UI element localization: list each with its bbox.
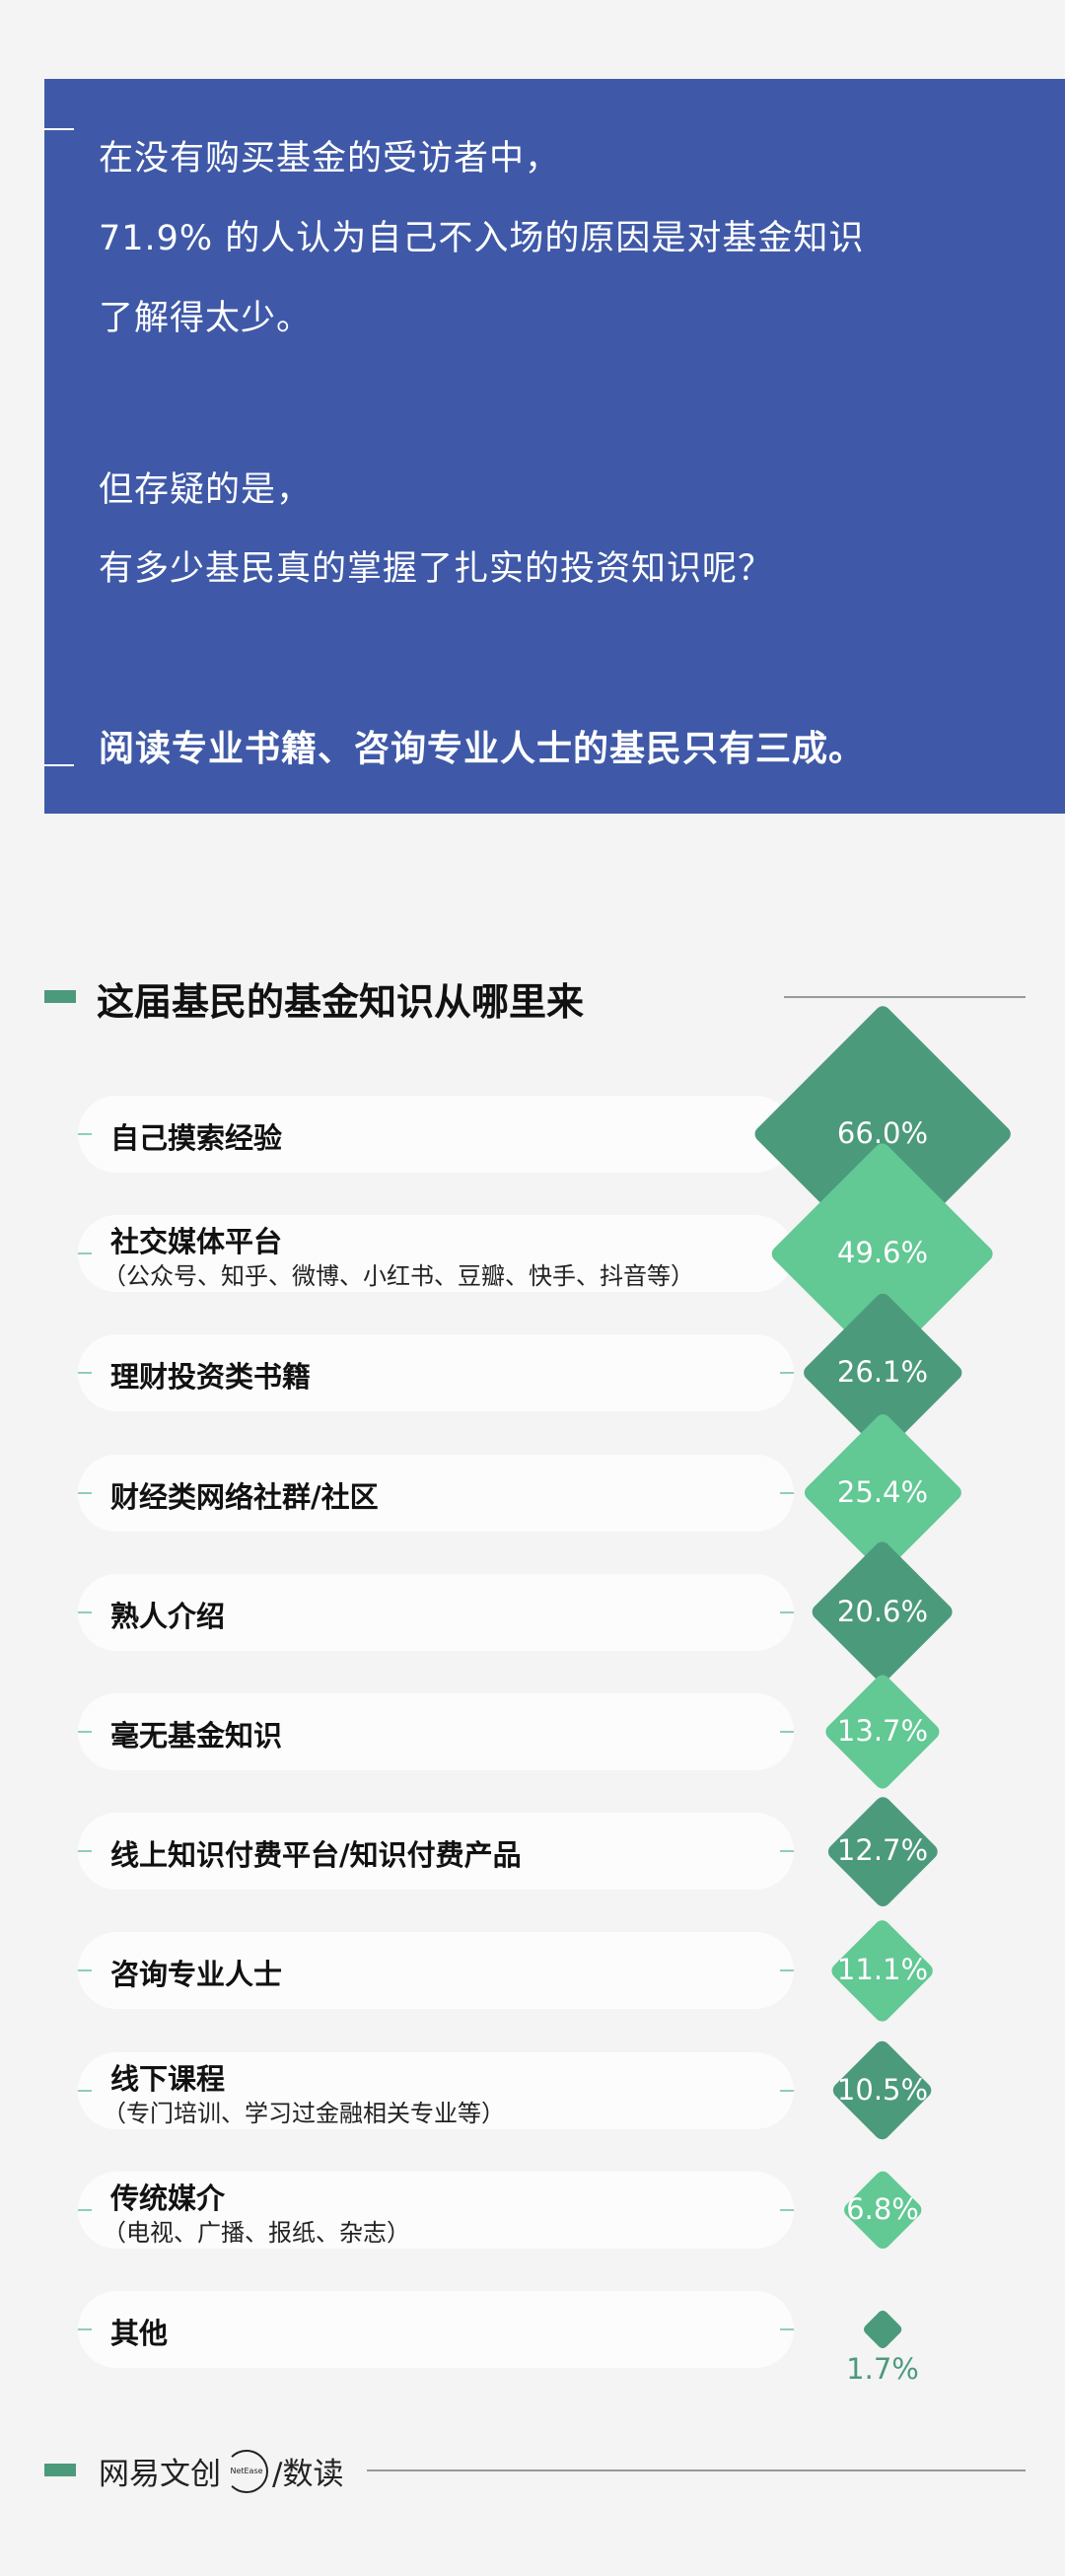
category-label: 其他	[110, 2317, 169, 2350]
row-tick	[780, 1731, 794, 1733]
category-label: 咨询专业人士	[110, 1958, 283, 1992]
value-label: 13.7%	[836, 1714, 929, 1748]
row-tick	[780, 2328, 794, 2330]
category-row: 咨询专业人士	[78, 1932, 794, 2010]
category-label: 财经类网络社群/社区	[110, 1479, 379, 1514]
intro-line: 了解得太少。	[99, 299, 313, 338]
category-row: 社交媒体平台 （公众号、知乎、微博、小红书、豆瓣、快手、抖音等）	[78, 1215, 794, 1293]
row-tick	[78, 2208, 92, 2211]
value-label: 6.8%	[846, 2191, 919, 2226]
netease-logo-icon: NetEase	[225, 2449, 268, 2493]
section-name: /数读	[272, 2457, 344, 2492]
category-row: 财经类网络社群/社区	[78, 1454, 794, 1532]
intro-line: 在没有购买基金的受访者中，	[99, 139, 561, 179]
row-tick	[780, 1969, 794, 1972]
row-tick	[780, 2208, 794, 2211]
heading-marker	[44, 990, 76, 1003]
row-tick	[78, 1252, 92, 1255]
row-tick	[78, 1133, 92, 1135]
row-tick	[780, 2089, 794, 2092]
intro-highlight: 阅读专业书籍、咨询专业人士的基民只有三成。	[99, 729, 866, 769]
brand-name: 网易文创	[99, 2457, 221, 2492]
category-sublabel: （电视、广播、报纸、杂志）	[103, 2218, 410, 2247]
category-sublabel: （公众号、知乎、微博、小红书、豆瓣、快手、抖音等）	[103, 1262, 694, 1291]
row-tick	[78, 1491, 92, 1494]
category-label: 传统媒介	[110, 2181, 226, 2215]
intro-panel: 在没有购买基金的受访者中， 71.9% 的人认为自己不入场的原因是对基金知识 了…	[44, 79, 1065, 814]
value-label: 11.1%	[836, 1953, 929, 1987]
value-label: 10.5%	[836, 2072, 929, 2107]
category-label: 线下课程	[110, 2061, 226, 2096]
row-tick	[78, 2328, 92, 2330]
category-row: 线下课程 （专门培训、学习过金融相关专业等）	[78, 2051, 794, 2129]
row-tick	[78, 1850, 92, 1853]
category-row: 熟人介绍	[78, 1573, 794, 1651]
row-tick	[780, 1491, 794, 1494]
value-label: 25.4%	[836, 1474, 929, 1509]
chart-title: 这届基民的基金知识从哪里来	[97, 980, 585, 1024]
intro-line: 有多少基民真的掌握了扎实的投资知识呢？	[99, 549, 774, 589]
category-label: 熟人介绍	[110, 1599, 226, 1633]
row-tick	[78, 1372, 92, 1375]
category-label: 毫无基金知识	[110, 1719, 283, 1753]
category-row: 传统媒介 （电视、广播、报纸、杂志）	[78, 2171, 794, 2249]
corner-tick	[44, 764, 74, 766]
footer-marker	[44, 2464, 76, 2476]
row-tick	[78, 1731, 92, 1733]
value-diamond	[861, 2308, 904, 2351]
value-label: 26.1%	[836, 1355, 929, 1390]
category-row: 线上知识付费平台/知识付费产品	[78, 1813, 794, 1891]
intro-line: 71.9% 的人认为自己不入场的原因是对基金知识	[99, 219, 865, 258]
intro-line: 但存疑的是，	[99, 470, 313, 510]
row-tick	[78, 1610, 92, 1613]
heading-divider	[784, 996, 1026, 998]
footer-logo: 网易文创 NetEase /数读	[99, 2449, 343, 2493]
category-label: 理财投资类书籍	[110, 1360, 312, 1395]
category-row: 其他	[78, 2291, 794, 2368]
category-label: 自己摸索经验	[110, 1121, 283, 1155]
row-tick	[780, 1850, 794, 1853]
corner-tick	[44, 128, 74, 130]
row-tick	[780, 1372, 794, 1375]
category-sublabel: （专门培训、学习过金融相关专业等）	[103, 2099, 505, 2127]
row-tick	[78, 1969, 92, 1972]
value-label: 49.6%	[836, 1236, 929, 1270]
footer-divider	[367, 2469, 1026, 2471]
category-row: 自己摸索经验	[78, 1096, 794, 1173]
row-tick	[78, 2089, 92, 2092]
value-label: 1.7%	[846, 2352, 919, 2387]
category-label: 社交媒体平台	[110, 1225, 283, 1259]
value-label: 20.6%	[836, 1594, 929, 1628]
row-tick	[780, 1610, 794, 1613]
category-row: 毫无基金知识	[78, 1693, 794, 1770]
category-label: 线上知识付费平台/知识付费产品	[110, 1838, 522, 1873]
value-label: 12.7%	[836, 1833, 929, 1868]
category-row: 理财投资类书籍	[78, 1334, 794, 1412]
